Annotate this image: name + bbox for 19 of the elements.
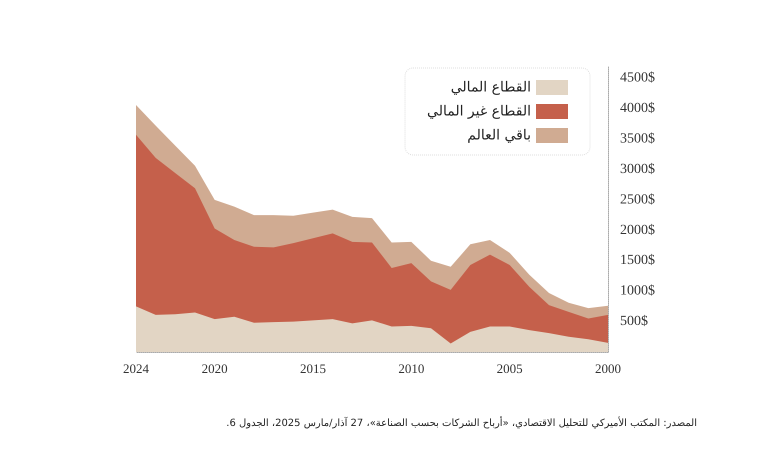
x-tick-label: 2015 xyxy=(300,361,326,376)
legend-label: القطاع المالي xyxy=(450,80,531,96)
legend-label: باقي العالم xyxy=(467,128,531,144)
y-tick-label: 4500$ xyxy=(620,70,655,86)
y-tick-label: 4000$ xyxy=(620,101,655,116)
text: المصدر: المكتب الأميركي للتحليل الاقتصادي، «أرباح الشركات بحسب الصناعة»، 27 آذار/مارس 2025، الجدول 6. xyxy=(226,418,697,429)
y-tick-label: 2000$ xyxy=(620,222,655,238)
y-tick-label: 1500$ xyxy=(620,253,655,268)
y-tick-label: 2500$ xyxy=(620,192,655,208)
y-tick-label: 3000$ xyxy=(620,162,655,177)
x-tick-label: 2010 xyxy=(398,361,424,376)
y-tick-label: 500$ xyxy=(620,314,648,330)
x-tick-label: 2000 xyxy=(595,361,621,376)
legend-label: القطاع غير المالي xyxy=(427,104,531,120)
y-tick-label: 1000$ xyxy=(620,284,655,299)
x-tick-label: 2005 xyxy=(496,361,523,376)
x-tick-label: 2020 xyxy=(202,361,228,376)
x-tick-label: 2024 xyxy=(123,361,150,376)
y-tick-label: 3500$ xyxy=(620,132,655,147)
